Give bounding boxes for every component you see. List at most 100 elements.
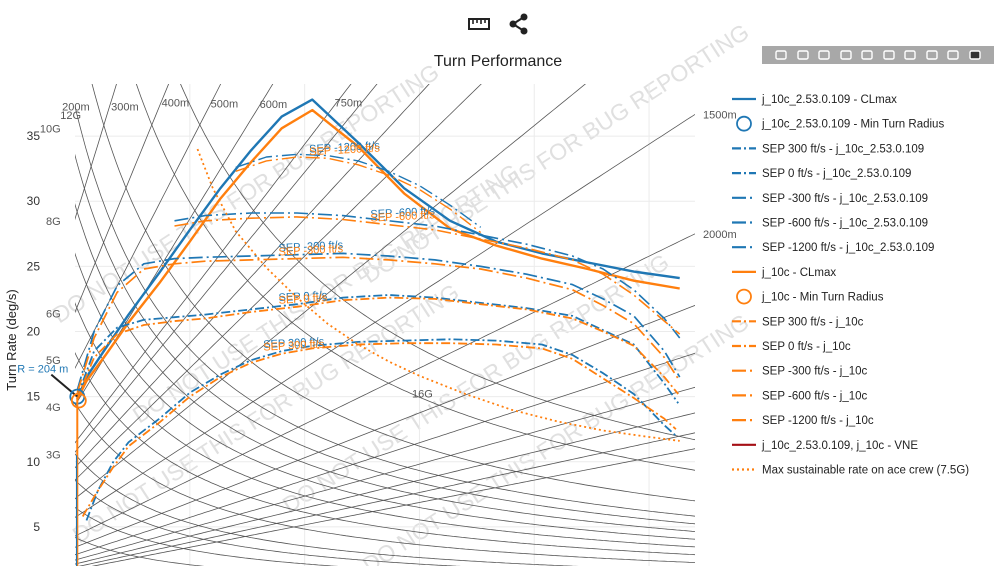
legend-item[interactable]: SEP 300 ft/s - j_10c	[732, 316, 864, 328]
legend-label: j_10c - CLmax	[761, 267, 836, 279]
box-select-icon[interactable]	[839, 48, 853, 62]
legend-marker	[736, 288, 752, 305]
legend-label: j_10c_2.53.0.109 - CLmax	[761, 94, 897, 106]
legend-label: j_10c - Min Turn Radius	[761, 292, 884, 304]
legend-marker	[736, 115, 752, 132]
reset-axes-icon[interactable]	[946, 48, 960, 62]
legend-item[interactable]: j_10c - CLmax	[732, 267, 836, 279]
g-line	[75, 479, 461, 566]
radius-line	[75, 84, 274, 407]
radius-line	[75, 84, 378, 453]
legend-item[interactable]: j_10c - Min Turn Radius	[736, 288, 884, 305]
y-tick-label: 10	[27, 455, 41, 469]
series-layer	[76, 98, 681, 521]
legend: j_10c_2.53.0.109 - CLmax j_10c_2.53.0.109…	[732, 94, 969, 477]
series-line	[85, 338, 677, 521]
y-tick-label: 20	[27, 325, 41, 339]
g-line	[75, 302, 695, 548]
y-axis-label: Turn Rate (deg/s)	[4, 289, 19, 390]
radius-line	[75, 84, 170, 314]
radius-line	[75, 84, 352, 444]
autoscale-icon[interactable]	[925, 48, 939, 62]
reference-labels: 200m300m400m500m600m750m1000m1500m2000m3…	[40, 97, 737, 462]
legend-item[interactable]: j_10c_2.53.0.109, j_10c - VNE	[732, 440, 918, 452]
legend-item[interactable]: SEP -1200 ft/s - j_10c_2.53.0.109	[732, 242, 934, 254]
g-line	[75, 252, 695, 540]
radius-line-label: 400m	[162, 98, 190, 110]
share-icon[interactable]	[506, 12, 532, 36]
legend-item[interactable]: SEP -600 ft/s - j_10c	[732, 390, 868, 402]
lasso-icon[interactable]	[860, 48, 874, 62]
radius-line-label: 1500m	[703, 109, 737, 121]
g-line	[75, 537, 205, 566]
radius-line	[75, 412, 695, 565]
legend-label: j_10c_2.53.0.109 - Min Turn Radius	[761, 119, 944, 131]
legend-item[interactable]: SEP -300 ft/s - j_10c	[732, 366, 868, 378]
plot-modebar	[762, 46, 994, 64]
zoom-in-icon[interactable]	[882, 48, 896, 62]
top-toolbar	[0, 0, 1000, 46]
radius-line-label: 500m	[211, 98, 239, 110]
g-line	[75, 453, 579, 566]
legend-item[interactable]: Max sustainable rate on ace crew (7.5G)	[732, 465, 969, 477]
g-line	[75, 104, 695, 517]
legend-label: SEP -300 ft/s - j_10c_2.53.0.109	[762, 193, 928, 205]
series-line	[76, 296, 679, 399]
ruler-icon[interactable]	[466, 12, 492, 36]
grid-layer	[75, 84, 695, 566]
legend-label: SEP 300 ft/s - j_10c_2.53.0.109	[762, 143, 924, 155]
legend-label: SEP -300 ft/s - j_10c	[762, 366, 868, 378]
radius-line	[75, 84, 222, 369]
radius-line-label: 300m	[111, 101, 139, 113]
legend-label: SEP -600 ft/s - j_10c	[762, 390, 868, 402]
sep-curve-label: SEP -1200 ft/s	[309, 140, 381, 156]
camera-icon[interactable]	[774, 48, 788, 62]
legend-item[interactable]: SEP -300 ft/s - j_10c_2.53.0.109	[732, 193, 928, 205]
series-line	[235, 153, 482, 228]
legend-item[interactable]: j_10c_2.53.0.109 - Min Turn Radius	[736, 115, 944, 132]
series-line	[76, 108, 680, 400]
min-radius-label: R = 204 m	[17, 364, 68, 376]
legend-item[interactable]: SEP -1200 ft/s - j_10c	[732, 415, 874, 427]
legend-item[interactable]: SEP -600 ft/s - j_10c_2.53.0.109	[732, 218, 928, 230]
radius-line	[78, 432, 695, 566]
g-line-label: 3G	[46, 450, 61, 462]
g-line	[180, 84, 695, 441]
plotly-logo-icon[interactable]	[968, 48, 982, 62]
g-line	[75, 351, 695, 556]
g-line	[75, 203, 695, 532]
legend-item[interactable]: SEP 0 ft/s - j_10c	[732, 341, 851, 353]
pan-icon[interactable]	[817, 48, 831, 62]
series-line	[81, 342, 677, 517]
y-tick-label: 5	[33, 520, 40, 534]
legend-item[interactable]: SEP 0 ft/s - j_10c_2.53.0.109	[732, 168, 911, 180]
radius-line-label: 2000m	[703, 229, 737, 241]
legend-item[interactable]: SEP 300 ft/s - j_10c_2.53.0.109	[732, 143, 924, 155]
g-line-label: 4G	[46, 402, 61, 414]
sep-curve-label: SEP -600 ft/s	[370, 205, 436, 220]
axis-layer: 5 10 15 20 25 30 35	[27, 129, 41, 534]
min-radius-marker	[70, 392, 87, 409]
y-tick-label: 35	[27, 129, 41, 143]
min-radius-leader	[50, 373, 78, 398]
y-tick-label: 30	[27, 194, 41, 208]
series-line	[76, 256, 681, 393]
zoom-out-icon[interactable]	[903, 48, 917, 62]
legend-label: SEP -600 ft/s - j_10c_2.53.0.109	[762, 218, 928, 230]
g-line	[75, 507, 339, 566]
series-line	[76, 98, 680, 400]
series-line	[174, 212, 681, 339]
sep-curve-label: SEP 0 ft/s	[278, 290, 328, 305]
zoom-icon[interactable]	[796, 48, 810, 62]
legend-label: SEP 0 ft/s - j_10c	[762, 341, 851, 353]
legend-item[interactable]: j_10c_2.53.0.109 - CLmax	[732, 94, 897, 106]
legend-label: SEP 300 ft/s - j_10c	[762, 316, 864, 328]
g-line	[91, 84, 695, 502]
series-line	[174, 216, 681, 335]
radius-line-label: 200m	[62, 101, 90, 113]
sep-curve-label: SEP -1200 ft/s	[309, 142, 381, 158]
watermark-text: DO NOT USE THIS FOR BUG REPORTING	[48, 58, 444, 328]
g-line-label: 12G	[60, 110, 81, 122]
